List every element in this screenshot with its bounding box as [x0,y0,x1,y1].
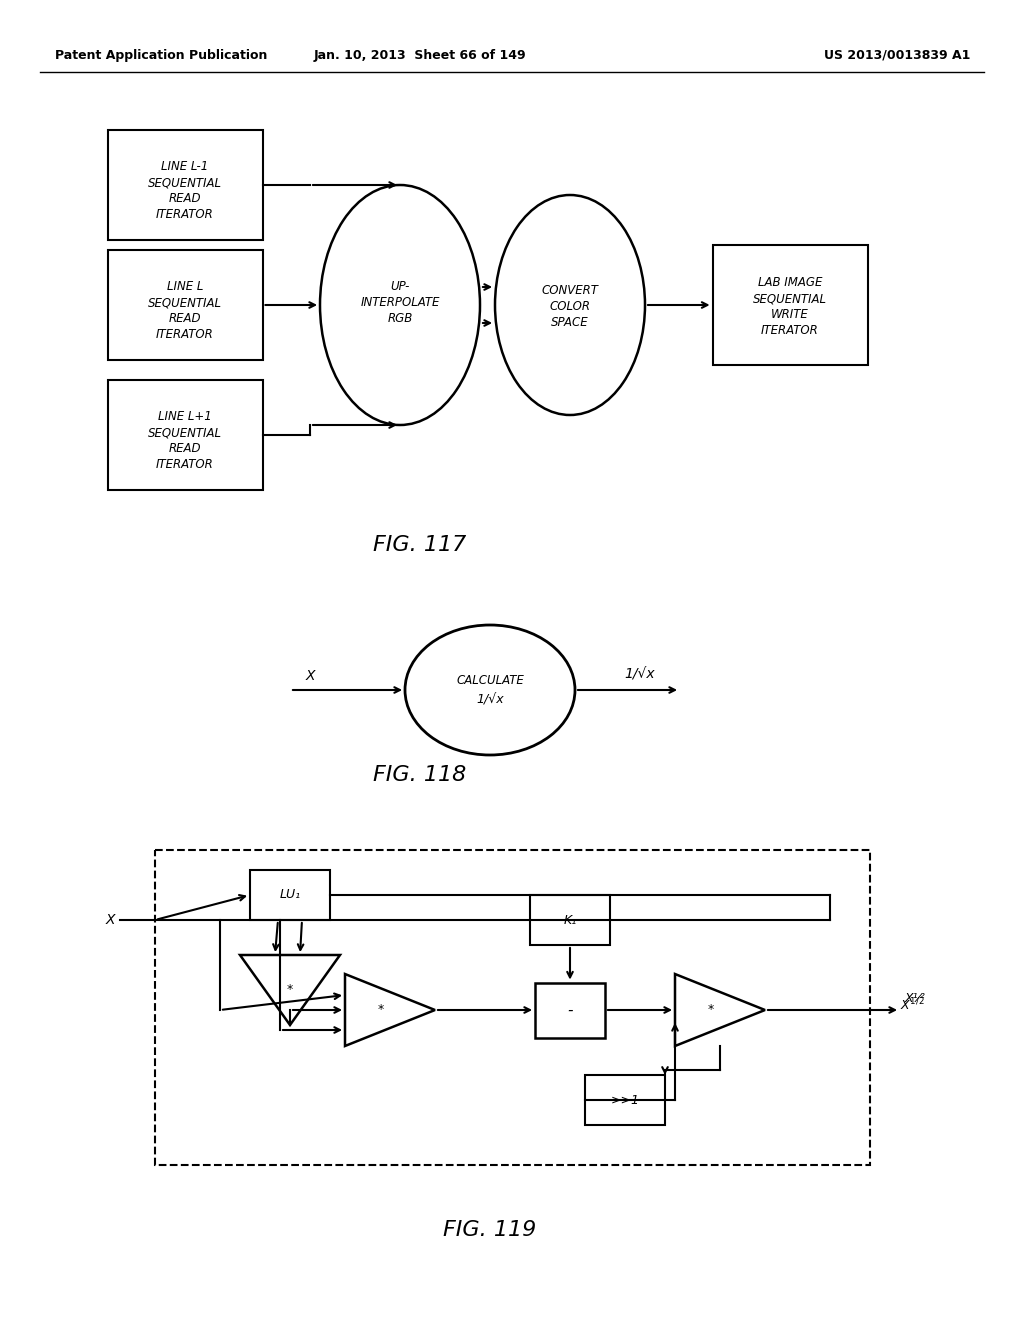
Bar [713,246,867,366]
Ellipse shape [319,185,480,425]
Text: ITERATOR: ITERATOR [156,458,214,471]
Text: UP-: UP- [390,281,410,293]
Text: *: * [708,1003,714,1016]
Bar [108,380,262,490]
Text: LAB IMAGE: LAB IMAGE [758,276,822,289]
Text: CONVERT: CONVERT [542,285,598,297]
Text: RGB: RGB [387,313,413,326]
Text: WRITE: WRITE [771,309,809,322]
Text: X¹⁄²: X¹⁄² [905,991,926,1005]
Text: Patent Application Publication: Patent Application Publication [55,49,267,62]
Text: US 2013/0013839 A1: US 2013/0013839 A1 [823,49,970,62]
Text: Jan. 10, 2013  Sheet 66 of 149: Jan. 10, 2013 Sheet 66 of 149 [313,49,526,62]
Text: LINE L: LINE L [167,281,203,293]
Text: READ: READ [169,313,202,326]
Polygon shape [240,954,340,1026]
Text: ITERATOR: ITERATOR [156,209,214,222]
Bar [585,1074,665,1125]
Bar [530,895,610,945]
Bar [535,982,605,1038]
Ellipse shape [406,624,575,755]
Bar [108,129,262,240]
Text: K₁: K₁ [563,913,577,927]
Polygon shape [345,974,435,1045]
Text: SPACE: SPACE [551,317,589,330]
Text: LINE L-1: LINE L-1 [162,161,209,173]
Text: ITERATOR: ITERATOR [156,329,214,342]
Bar [155,850,870,1166]
Text: READ: READ [169,193,202,206]
Ellipse shape [495,195,645,414]
Text: LINE L+1: LINE L+1 [158,411,212,424]
Text: -: - [567,1002,572,1018]
Polygon shape [675,974,765,1045]
Bar [250,870,330,920]
Text: *: * [378,1003,384,1016]
Text: 1/√x: 1/√x [476,693,504,706]
Text: FIG. 118: FIG. 118 [374,766,467,785]
Text: X: X [305,669,314,682]
Text: X: X [105,913,115,927]
Text: FIG. 117: FIG. 117 [374,535,467,554]
Text: LU₁: LU₁ [280,888,301,902]
Text: ITERATOR: ITERATOR [761,325,819,338]
Text: *: * [287,983,293,997]
Text: $X^{1/2}$: $X^{1/2}$ [900,997,925,1014]
Text: INTERPOLATE: INTERPOLATE [360,297,439,309]
Text: 1/√x: 1/√x [625,667,655,681]
Text: COLOR: COLOR [550,301,591,314]
Text: SEQUENTIAL: SEQUENTIAL [148,297,222,309]
Bar [108,249,262,360]
Text: SEQUENTIAL: SEQUENTIAL [753,293,827,305]
Text: CALCULATE: CALCULATE [456,673,524,686]
Text: SEQUENTIAL: SEQUENTIAL [148,177,222,190]
Text: READ: READ [169,442,202,455]
Text: >>1: >>1 [610,1093,640,1106]
Text: FIG. 119: FIG. 119 [443,1220,537,1239]
Text: SEQUENTIAL: SEQUENTIAL [148,426,222,440]
